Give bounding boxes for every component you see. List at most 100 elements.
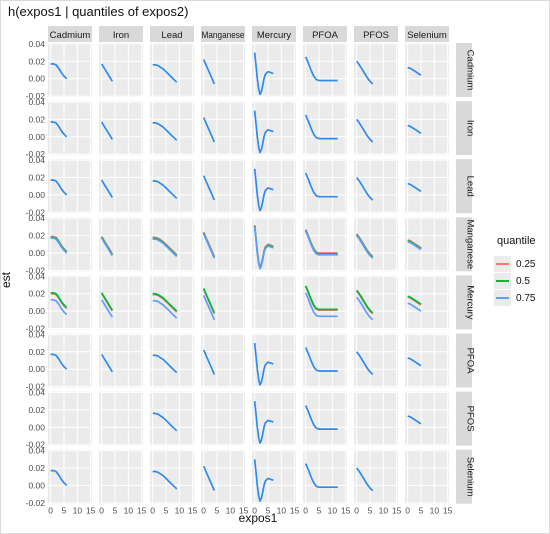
- row-strip-label: PFOA: [465, 348, 476, 375]
- row-strip-bg: [456, 333, 472, 388]
- series-line-0.75: [253, 401, 274, 444]
- series-line-0.75: [202, 117, 216, 143]
- y-tick-label: 0.04: [28, 155, 45, 165]
- facet-panel: [303, 217, 347, 272]
- x-tick-label: 5: [113, 506, 118, 516]
- y-tick-label: 0.02: [28, 114, 45, 124]
- column-strip-bg: [405, 26, 449, 42]
- series-line-0.75: [152, 238, 178, 258]
- column-strip-bg: [252, 26, 296, 42]
- series-line-0.75: [304, 463, 338, 489]
- row-strip-bg: [456, 217, 472, 272]
- y-tick-label: 0.02: [28, 405, 45, 415]
- facet-panel: [354, 275, 398, 330]
- facet-panel: [405, 275, 449, 330]
- y-tick-label: 0.00: [28, 132, 45, 142]
- series-line-0.75: [407, 302, 422, 312]
- panel-background: [99, 275, 143, 330]
- series-line-0.75: [100, 63, 114, 82]
- series-line-0.75: [50, 237, 68, 254]
- facet-panel: [252, 159, 296, 214]
- facet-panel: [48, 217, 92, 272]
- series-line-0.75: [100, 299, 114, 318]
- facet-panel: [99, 43, 143, 97]
- panel-background: [354, 43, 398, 97]
- facet-panel: [150, 449, 194, 504]
- facet-panel: [354, 449, 398, 504]
- x-tick-label: 15: [290, 506, 300, 516]
- series-line-0.75: [202, 349, 216, 375]
- y-tick-label: 0.00: [28, 74, 45, 84]
- series-line-0.75: [50, 469, 68, 487]
- facet-panel: [201, 159, 245, 214]
- series-line-0.75: [356, 60, 374, 85]
- x-tick-label: 0: [354, 506, 359, 516]
- series-line-0.5: [407, 295, 422, 305]
- x-tick-label: 15: [443, 506, 453, 516]
- panel-background: [150, 217, 194, 272]
- column-strip-bg: [99, 26, 143, 42]
- column-strip: Manganese: [201, 26, 245, 42]
- series-line-0.5: [100, 292, 114, 311]
- x-tick-label: 0: [99, 506, 104, 516]
- panel-background: [48, 217, 92, 272]
- series-line-0.75: [356, 467, 374, 492]
- x-tick-label: 10: [124, 506, 134, 516]
- facet-panel: [354, 333, 398, 388]
- series-line-0.75: [407, 357, 422, 367]
- facet-panel: [201, 43, 245, 97]
- y-tick-label: -0.02: [26, 149, 46, 159]
- panel-background: [150, 43, 194, 97]
- y-tick-label: 0.04: [28, 213, 45, 223]
- panel-background: [150, 159, 194, 214]
- x-tick-label: 5: [62, 506, 67, 516]
- series-line-0.75: [50, 353, 68, 370]
- series-line-0.75: [202, 295, 216, 321]
- y-tick-label: -0.02: [26, 382, 46, 392]
- row-strip-bg: [456, 391, 472, 446]
- series-line-0.75: [202, 59, 216, 85]
- series-line-0.75: [100, 237, 114, 257]
- row-strip: Cadmium: [456, 43, 476, 97]
- facet-panel: [99, 391, 143, 446]
- series-line-0.75: [304, 114, 338, 140]
- facet-panel: [150, 159, 194, 214]
- facet-panel: [48, 333, 92, 388]
- panel-background: [201, 275, 245, 330]
- series-line-0.75: [356, 176, 374, 201]
- facet-panel: [303, 449, 347, 504]
- facet-panel: [252, 275, 296, 330]
- x-tick-label: 5: [368, 506, 373, 516]
- panel-background: [48, 43, 92, 97]
- x-tick-label: 15: [86, 506, 96, 516]
- series-line-0.75: [304, 292, 338, 318]
- facet-panel: [201, 449, 245, 504]
- facet-panel: [48, 275, 92, 330]
- series-line-0.75: [356, 118, 374, 143]
- x-tick-label: 5: [317, 506, 322, 516]
- panel-background: [48, 449, 92, 504]
- y-tick-label: -0.02: [26, 91, 46, 101]
- column-strip: Iron: [99, 26, 143, 42]
- series-line-0.75: [253, 52, 274, 96]
- row-strip: Mercury: [456, 275, 476, 330]
- column-strip-bg: [303, 26, 347, 42]
- series-line-0.75: [100, 353, 114, 373]
- facet-panel: [150, 275, 194, 330]
- panel-background: [48, 391, 92, 446]
- panel-background: [150, 449, 194, 504]
- x-tick-label: 0: [201, 506, 206, 516]
- y-tick-label: -0.02: [26, 265, 46, 275]
- row-strip: Selenium: [456, 449, 476, 504]
- row-strips: Cadmium Iron Lead Manganese Mercury PFOA PFOS S…: [456, 43, 476, 504]
- y-tick-label: -0.02: [26, 498, 46, 508]
- facet-panel: [252, 217, 296, 272]
- y-tick-label: 0.02: [28, 289, 45, 299]
- facet-panel: [303, 101, 347, 156]
- facet-panel: [354, 43, 398, 97]
- series-line-0.5: [50, 291, 68, 309]
- legend-label: 0.25: [516, 259, 536, 270]
- row-strip-label: Mercury: [465, 285, 476, 320]
- facet-panel: [252, 101, 296, 156]
- x-tick-label: 15: [239, 506, 249, 516]
